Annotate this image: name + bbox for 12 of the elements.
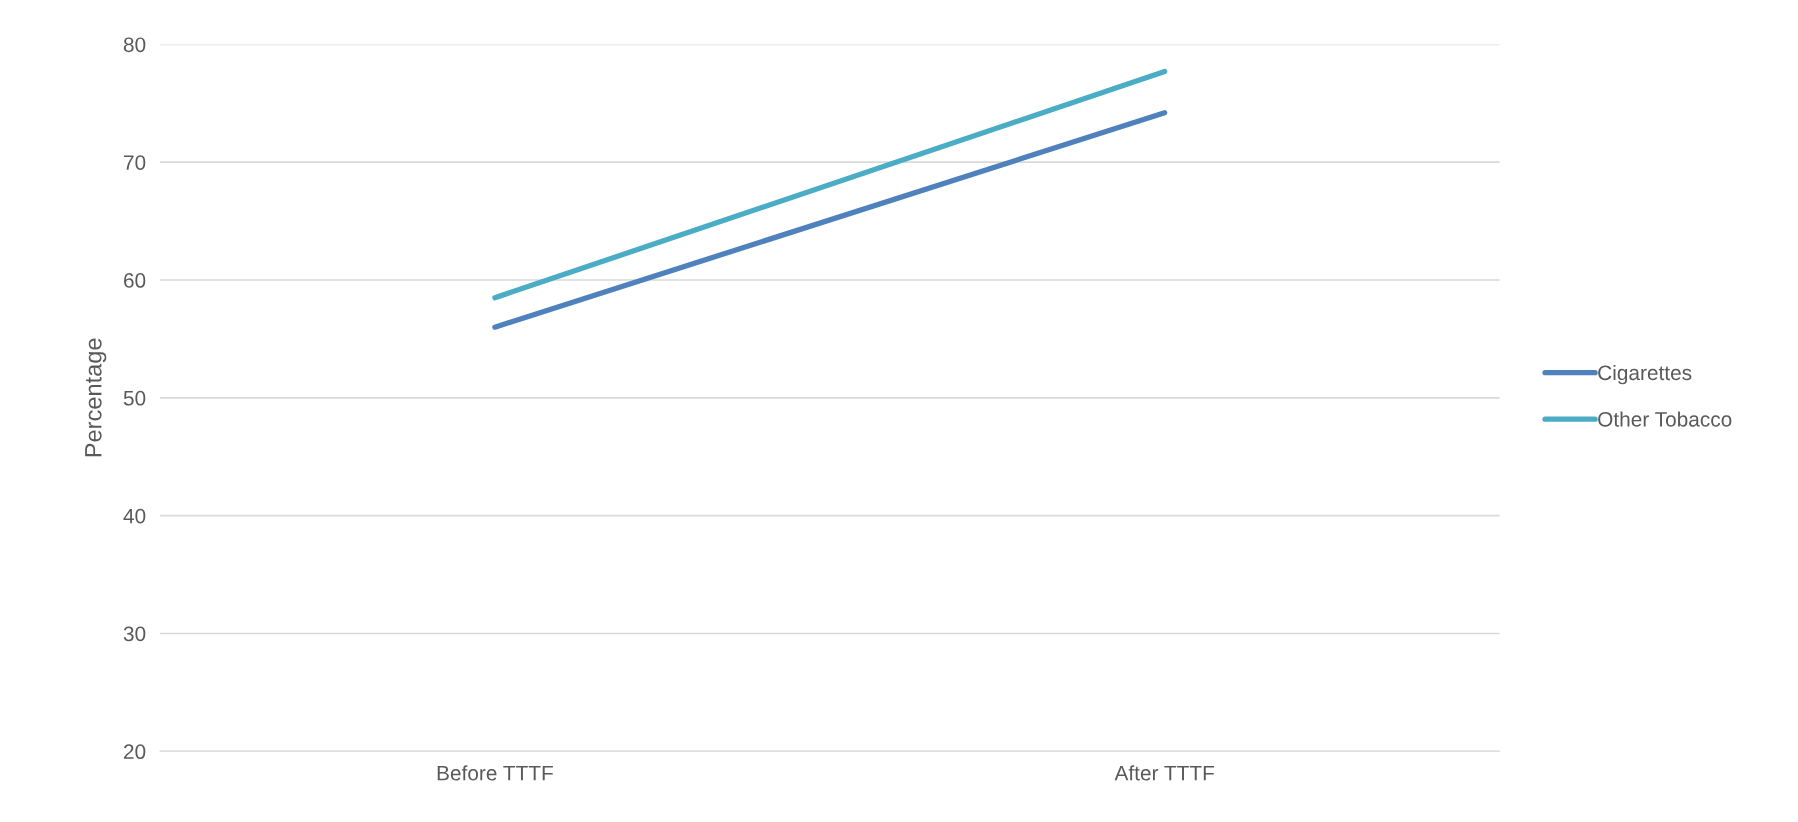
y-tick-label: 80 bbox=[123, 37, 146, 53]
y-tick-label: 60 bbox=[124, 273, 146, 288]
x-tick-label: Before TTTF bbox=[437, 765, 553, 781]
legend-label: Other Tobacco bbox=[1598, 411, 1732, 427]
y-tick-label: 30 bbox=[123, 626, 146, 642]
y-tick-label: 70 bbox=[124, 155, 146, 170]
y-tick-label: 40 bbox=[123, 508, 146, 524]
y-tick-label: 20 bbox=[124, 744, 146, 760]
legend-label: Cigarettes bbox=[1598, 364, 1692, 385]
y-axis-title: Percentage bbox=[85, 338, 107, 457]
y-tick-label: 50 bbox=[123, 390, 146, 406]
x-tick-label: After TTTF bbox=[1114, 765, 1214, 781]
